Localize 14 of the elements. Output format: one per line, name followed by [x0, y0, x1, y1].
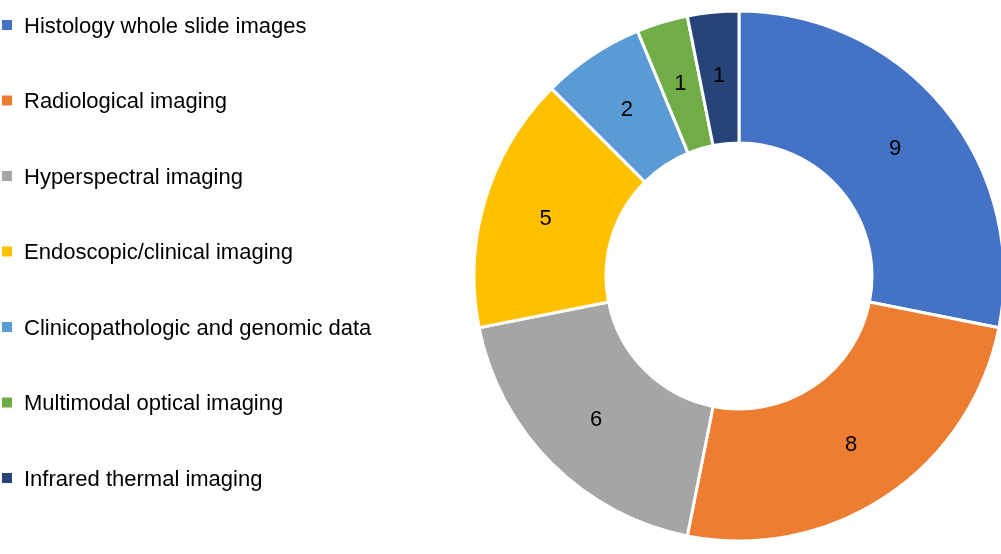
- legend-label: Histology whole slide images: [24, 12, 307, 38]
- legend-label: Clinicopathologic and genomic data: [24, 314, 373, 340]
- legend-label: Radiological imaging: [24, 88, 228, 113]
- data-label: 2: [620, 95, 633, 121]
- data-label: 5: [539, 204, 552, 230]
- legend-label: Infrared thermal imaging: [24, 465, 263, 491]
- legend-label: Hyperspectral imaging: [24, 163, 243, 189]
- data-label: 1: [713, 62, 726, 88]
- data-label: 1: [674, 70, 687, 96]
- data-label: 9: [889, 135, 902, 161]
- legend-label: Multimodal optical imaging: [24, 390, 284, 415]
- legend-label: Endoscopic/clinical imaging: [24, 239, 294, 264]
- data-label: 8: [845, 431, 858, 457]
- data-label: 6: [590, 406, 603, 432]
